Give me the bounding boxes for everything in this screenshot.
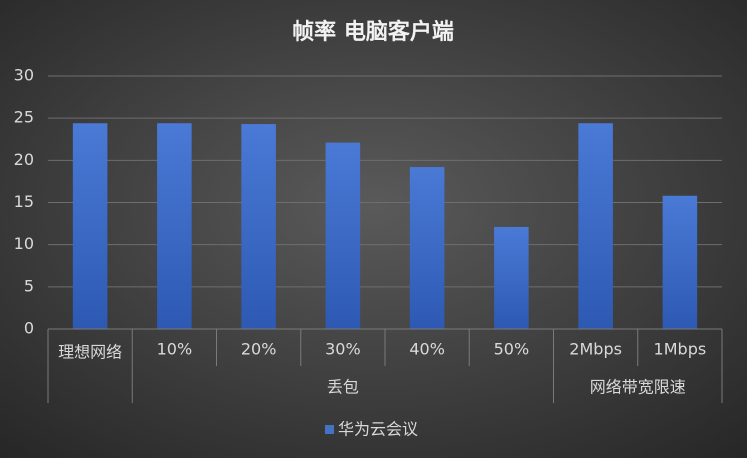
y-tick-label: 15 bbox=[14, 192, 34, 211]
x-tick-label: 40% bbox=[409, 340, 445, 359]
x-tick-label: 2Mbps bbox=[569, 340, 622, 359]
y-tick-label: 20 bbox=[14, 150, 34, 169]
bar bbox=[157, 123, 192, 329]
bar bbox=[72, 123, 108, 329]
y-tick-label: 30 bbox=[14, 66, 34, 85]
bar bbox=[409, 167, 445, 329]
x-tick-label: 30% bbox=[325, 340, 361, 359]
y-tick-label: 10 bbox=[14, 234, 34, 253]
group-label: 丢包 bbox=[327, 378, 359, 397]
x-tick-label: 10% bbox=[157, 340, 193, 359]
x-tick-label: 20% bbox=[241, 340, 277, 359]
y-tick-label: 5 bbox=[24, 276, 34, 295]
bar bbox=[241, 124, 276, 329]
y-tick-label: 0 bbox=[24, 319, 34, 338]
group-label: 网络带宽限速 bbox=[590, 378, 686, 397]
y-tick-label: 25 bbox=[14, 108, 34, 127]
bar bbox=[578, 123, 613, 329]
x-tick-label: 1Mbps bbox=[654, 340, 707, 359]
bar bbox=[662, 195, 698, 329]
chart-title: 帧率 电脑客户端 bbox=[292, 19, 454, 45]
x-tick-label: 理想网络 bbox=[58, 343, 122, 362]
legend-marker bbox=[325, 425, 334, 434]
bar bbox=[494, 226, 529, 329]
x-tick-label: 50% bbox=[494, 340, 530, 359]
bar bbox=[325, 142, 361, 329]
legend-label: 华为云会议 bbox=[338, 420, 418, 439]
